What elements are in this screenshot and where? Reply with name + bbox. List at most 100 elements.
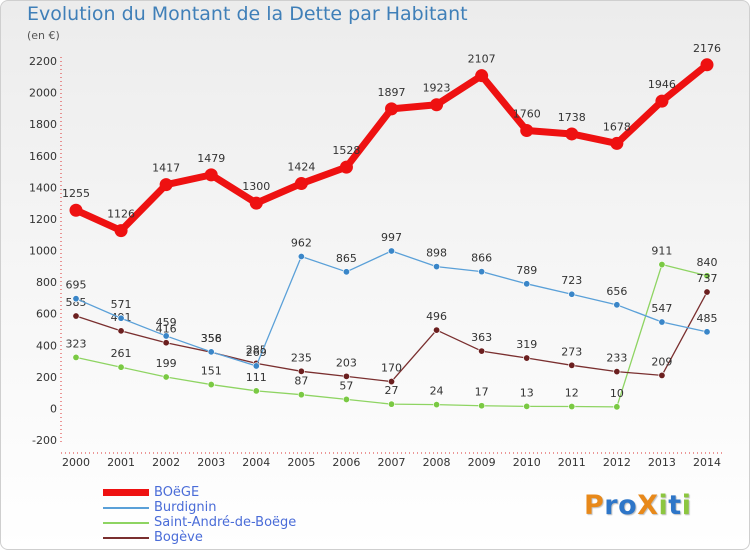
x-tick-label: 2008 bbox=[423, 456, 451, 469]
data-point bbox=[294, 177, 308, 191]
y-tick-label: -200 bbox=[32, 434, 57, 447]
data-label: 1417 bbox=[152, 162, 180, 175]
legend-swatch bbox=[103, 536, 149, 539]
data-label: 1760 bbox=[513, 107, 541, 120]
data-label: 209 bbox=[651, 355, 672, 368]
data-label: 1946 bbox=[648, 78, 676, 91]
data-point bbox=[117, 314, 125, 322]
data-label: 269 bbox=[246, 346, 267, 359]
data-point bbox=[387, 378, 395, 386]
legend-item: Bogève bbox=[103, 530, 296, 545]
y-tick-label: 400 bbox=[36, 339, 57, 352]
y-tick-label: 1800 bbox=[29, 118, 57, 131]
data-point bbox=[655, 94, 669, 108]
x-tick-label: 2012 bbox=[603, 456, 631, 469]
data-label: 233 bbox=[606, 352, 627, 365]
x-tick-label: 2013 bbox=[648, 456, 676, 469]
logo-letter: o bbox=[618, 490, 638, 521]
data-point bbox=[613, 403, 621, 411]
data-point bbox=[72, 295, 80, 303]
data-label: 356 bbox=[201, 332, 222, 345]
data-point bbox=[342, 395, 350, 403]
x-tick-label: 2004 bbox=[242, 456, 270, 469]
data-label: 1255 bbox=[62, 187, 90, 200]
data-point bbox=[433, 326, 441, 334]
legend-item: Burdignin bbox=[103, 500, 296, 515]
x-tick-label: 2003 bbox=[197, 456, 225, 469]
data-point bbox=[568, 403, 576, 411]
data-label: 898 bbox=[426, 247, 447, 260]
y-tick-label: 1200 bbox=[29, 213, 57, 226]
data-point bbox=[430, 98, 444, 112]
x-tick-label: 2002 bbox=[152, 456, 180, 469]
data-label: 358 bbox=[201, 332, 222, 345]
data-label: 151 bbox=[201, 365, 222, 378]
logo-letter: i bbox=[658, 490, 669, 521]
data-label: 1300 bbox=[242, 180, 270, 193]
data-point bbox=[162, 332, 170, 340]
data-label: 1424 bbox=[287, 161, 315, 174]
data-point bbox=[613, 368, 621, 376]
y-tick-label: 600 bbox=[36, 308, 57, 321]
y-tick-label: 2200 bbox=[29, 55, 57, 68]
data-label: 319 bbox=[516, 338, 537, 351]
legend-swatch bbox=[103, 521, 149, 524]
data-label: 840 bbox=[697, 256, 718, 269]
legend-label: Burdignin bbox=[154, 500, 217, 515]
data-point bbox=[703, 288, 711, 296]
x-tick-label: 2007 bbox=[378, 456, 406, 469]
data-point bbox=[162, 339, 170, 347]
data-point bbox=[523, 402, 531, 410]
data-label: 13 bbox=[520, 386, 534, 399]
data-label: 962 bbox=[291, 237, 312, 250]
data-point bbox=[610, 136, 624, 150]
data-point bbox=[297, 367, 305, 375]
data-point bbox=[252, 387, 260, 395]
data-point bbox=[159, 178, 173, 192]
data-point bbox=[72, 312, 80, 320]
y-tick-label: 2000 bbox=[29, 87, 57, 100]
data-point bbox=[117, 363, 125, 371]
data-label: 459 bbox=[156, 316, 177, 329]
data-label: 1479 bbox=[197, 152, 225, 165]
y-tick-label: 1600 bbox=[29, 150, 57, 163]
data-label: 997 bbox=[381, 231, 402, 244]
legend-label: Bogève bbox=[154, 530, 203, 545]
data-label: 273 bbox=[561, 345, 582, 358]
data-label: 111 bbox=[246, 371, 267, 384]
data-label: 737 bbox=[697, 272, 718, 285]
x-tick-label: 2005 bbox=[287, 456, 315, 469]
logo-letter: X bbox=[637, 490, 659, 521]
data-label: 866 bbox=[471, 252, 492, 265]
data-label: 199 bbox=[156, 357, 177, 370]
data-point bbox=[433, 263, 441, 271]
x-tick-label: 2000 bbox=[62, 456, 90, 469]
data-point bbox=[342, 372, 350, 380]
data-label: 203 bbox=[336, 356, 357, 369]
data-label: 235 bbox=[291, 351, 312, 364]
data-label: 496 bbox=[426, 310, 447, 323]
data-label: 27 bbox=[385, 384, 399, 397]
logo-letter: P bbox=[584, 490, 605, 521]
data-point bbox=[117, 327, 125, 335]
data-point bbox=[523, 354, 531, 362]
data-point bbox=[297, 253, 305, 261]
data-point bbox=[342, 268, 350, 276]
y-tick-label: 1400 bbox=[29, 181, 57, 194]
data-label: 87 bbox=[294, 375, 308, 388]
data-point bbox=[387, 400, 395, 408]
data-point bbox=[249, 196, 263, 210]
data-point bbox=[72, 353, 80, 361]
data-label: 1126 bbox=[107, 208, 135, 221]
x-tick-label: 2014 bbox=[693, 456, 721, 469]
data-label: 1897 bbox=[378, 86, 406, 99]
data-point bbox=[252, 362, 260, 370]
data-point bbox=[475, 69, 489, 83]
data-label: 323 bbox=[66, 337, 87, 350]
data-label: 261 bbox=[111, 347, 132, 360]
x-tick-label: 2011 bbox=[558, 456, 586, 469]
data-point bbox=[204, 168, 218, 182]
data-point bbox=[114, 224, 128, 238]
